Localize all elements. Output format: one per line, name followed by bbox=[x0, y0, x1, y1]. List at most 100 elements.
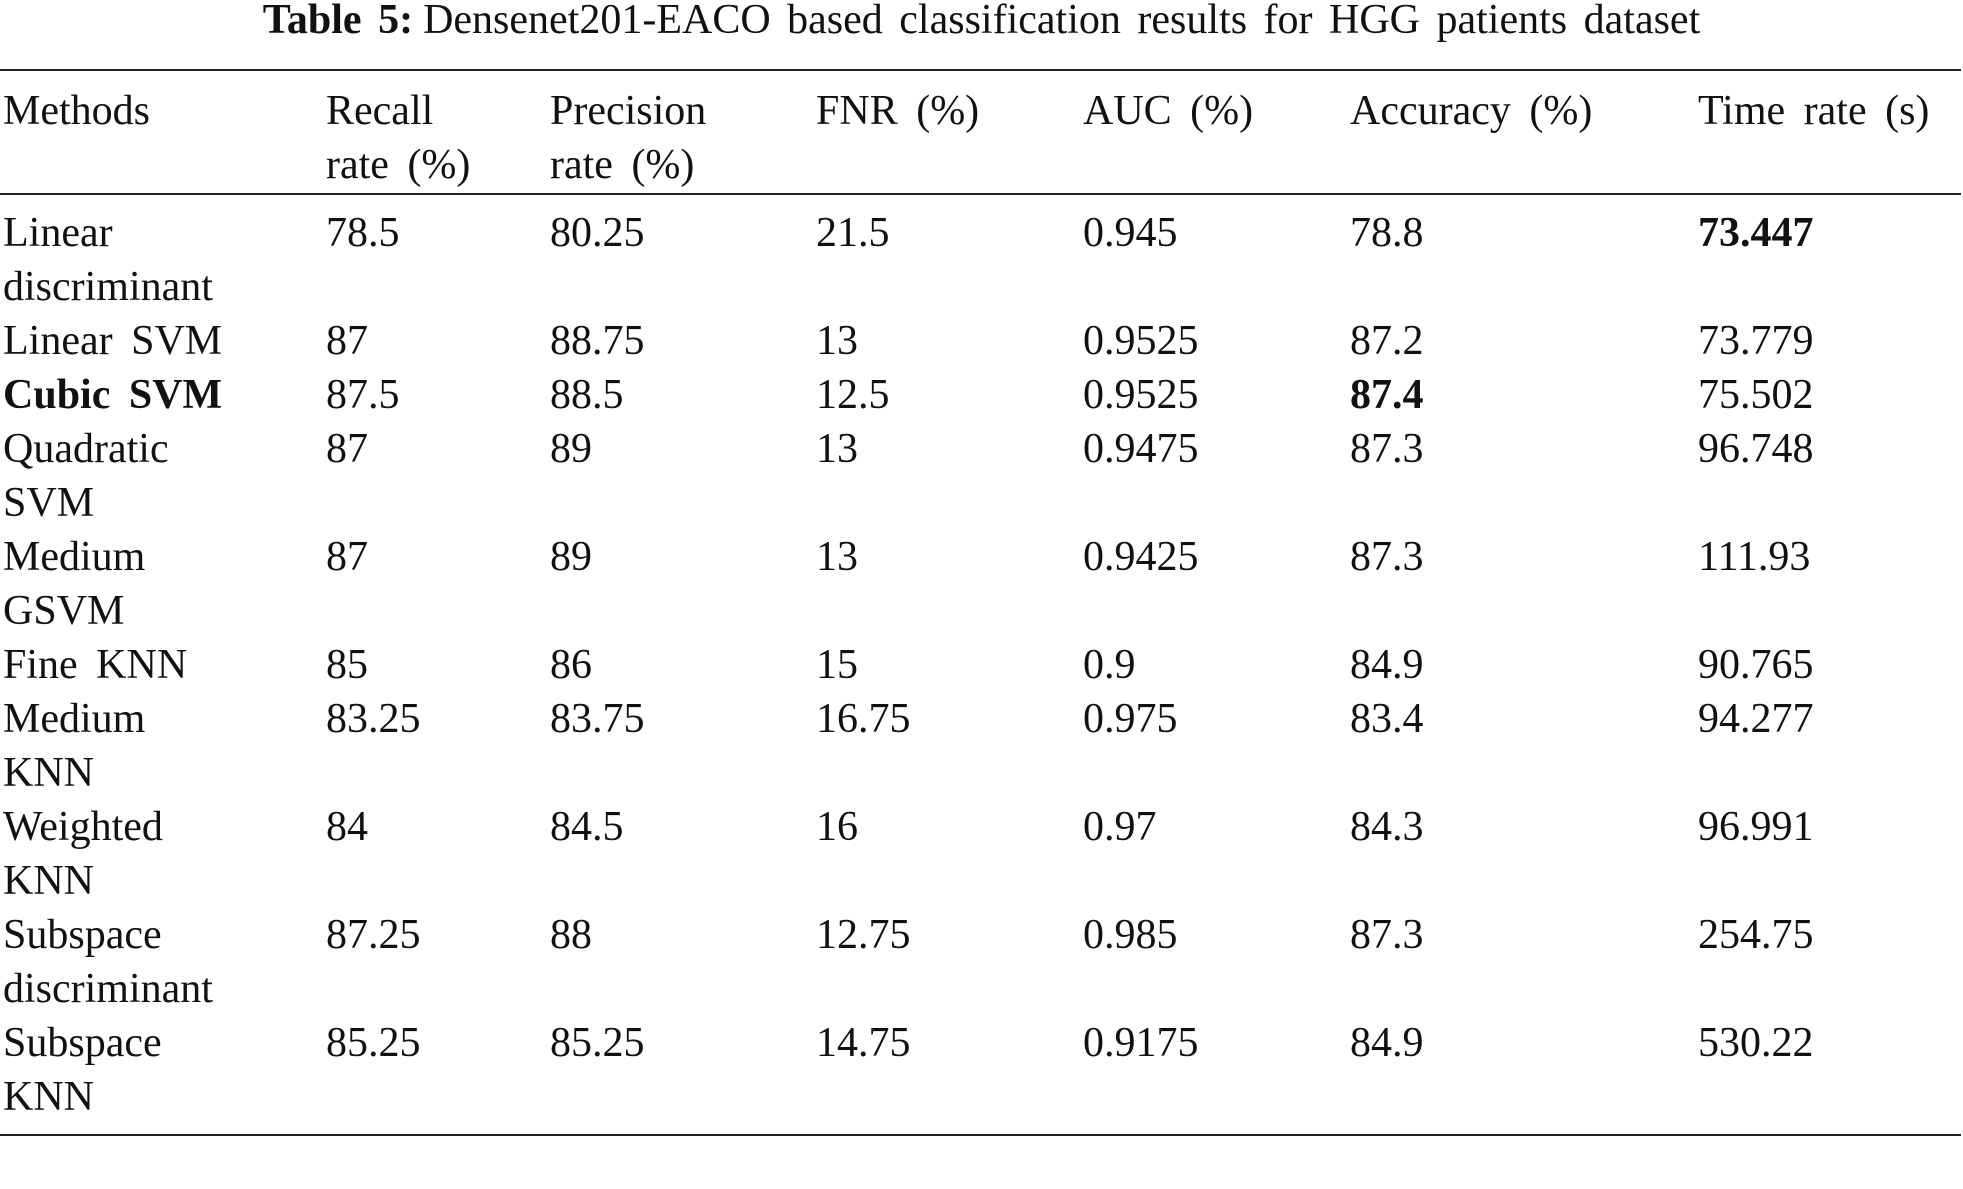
header-text: Recall rate (%) bbox=[326, 88, 471, 188]
caption-text: Densenet201-EACO based classification re… bbox=[423, 0, 1701, 43]
value-cell: 0.9425 bbox=[1083, 530, 1350, 638]
header-text: Precision rate (%) bbox=[550, 88, 707, 188]
cell-text: 84 bbox=[326, 804, 368, 850]
cell-text: 88.75 bbox=[550, 318, 645, 364]
cell-text: Medium GSVM bbox=[3, 534, 146, 634]
column-header: Accuracy (%) bbox=[1350, 70, 1698, 194]
cell-text: 13 bbox=[816, 534, 858, 580]
cell-text: 14.75 bbox=[816, 1020, 911, 1066]
cell-text: 254.75 bbox=[1698, 912, 1814, 958]
value-cell: 87 bbox=[326, 314, 550, 368]
method-cell: Medium GSVM bbox=[0, 530, 326, 638]
method-cell: Medium KNN bbox=[0, 692, 326, 800]
value-cell: 85 bbox=[326, 638, 550, 692]
value-cell: 89 bbox=[550, 530, 816, 638]
value-cell: 84.9 bbox=[1350, 638, 1698, 692]
header-text: AUC (%) bbox=[1083, 88, 1254, 134]
cell-text: 87.5 bbox=[326, 372, 400, 418]
value-cell: 87.5 bbox=[326, 368, 550, 422]
table-row: Subspace KNN 85.25 85.25 14.75 0.9175 84.9 530… bbox=[0, 1016, 1961, 1135]
cell-text: 96.748 bbox=[1698, 426, 1814, 472]
table-row: Quadratic SVM 87 89 13 0.9475 87.3 96.748 bbox=[0, 422, 1961, 530]
cell-text: Linear SVM bbox=[3, 318, 223, 364]
cell-text: 89 bbox=[550, 534, 592, 580]
value-cell: 87.2 bbox=[1350, 314, 1698, 368]
cell-text: 83.75 bbox=[550, 696, 645, 742]
value-cell: 13 bbox=[816, 422, 1083, 530]
value-cell: 0.9475 bbox=[1083, 422, 1350, 530]
value-cell: 13 bbox=[816, 530, 1083, 638]
cell-text: 0.9525 bbox=[1083, 372, 1199, 418]
value-cell: 73.447 bbox=[1698, 194, 1961, 314]
value-cell: 88 bbox=[550, 908, 816, 1016]
column-header: Precision rate (%) bbox=[550, 70, 816, 194]
value-cell: 15 bbox=[816, 638, 1083, 692]
value-cell: 84.5 bbox=[550, 800, 816, 908]
table-caption: Table 5: Densenet201-EACO based classific… bbox=[0, 0, 1963, 43]
cell-text: 78.5 bbox=[326, 210, 400, 256]
value-cell: 94.277 bbox=[1698, 692, 1961, 800]
table-row: Subspace discriminant 87.25 88 12.75 0.985 87… bbox=[0, 908, 1961, 1016]
cell-text: 0.97 bbox=[1083, 804, 1157, 850]
cell-text: Cubic SVM bbox=[3, 372, 223, 418]
cell-text: 75.502 bbox=[1698, 372, 1814, 418]
table-row: Medium KNN 83.25 83.75 16.75 0.975 83.4 94.277 bbox=[0, 692, 1961, 800]
cell-text: 96.991 bbox=[1698, 804, 1814, 850]
value-cell: 84.3 bbox=[1350, 800, 1698, 908]
cell-text: 89 bbox=[550, 426, 592, 472]
cell-text: Medium KNN bbox=[3, 696, 146, 796]
cell-text: Subspace KNN bbox=[3, 1020, 162, 1120]
value-cell: 73.779 bbox=[1698, 314, 1961, 368]
cell-text: 16 bbox=[816, 804, 858, 850]
cell-text: 85.25 bbox=[326, 1020, 421, 1066]
value-cell: 84.9 bbox=[1350, 1016, 1698, 1135]
value-cell: 12.75 bbox=[816, 908, 1083, 1016]
header-text: Accuracy (%) bbox=[1350, 88, 1593, 134]
results-table: Methods Recall rate (%) Precision rate (%)… bbox=[0, 69, 1961, 1136]
column-header: Methods bbox=[0, 70, 326, 194]
cell-text: 86 bbox=[550, 642, 592, 688]
value-cell: 84 bbox=[326, 800, 550, 908]
value-cell: 87.3 bbox=[1350, 530, 1698, 638]
cell-text: 0.9525 bbox=[1083, 318, 1199, 364]
value-cell: 85.25 bbox=[550, 1016, 816, 1135]
value-cell: 87.4 bbox=[1350, 368, 1698, 422]
value-cell: 0.985 bbox=[1083, 908, 1350, 1016]
column-header: FNR (%) bbox=[816, 70, 1083, 194]
cell-text: 85.25 bbox=[550, 1020, 645, 1066]
table-row: Fine KNN 85 86 15 0.9 84.9 90.765 bbox=[0, 638, 1961, 692]
cell-text: Linear discriminant bbox=[3, 210, 213, 310]
value-cell: 21.5 bbox=[816, 194, 1083, 314]
value-cell: 83.75 bbox=[550, 692, 816, 800]
value-cell: 86 bbox=[550, 638, 816, 692]
value-cell: 0.945 bbox=[1083, 194, 1350, 314]
cell-text: 0.9 bbox=[1083, 642, 1136, 688]
value-cell: 78.8 bbox=[1350, 194, 1698, 314]
value-cell: 14.75 bbox=[816, 1016, 1083, 1135]
column-header: AUC (%) bbox=[1083, 70, 1350, 194]
cell-text: 0.9175 bbox=[1083, 1020, 1199, 1066]
cell-text: 88 bbox=[550, 912, 592, 958]
caption-label: Table 5: bbox=[262, 0, 414, 43]
cell-text: 83.4 bbox=[1350, 696, 1424, 742]
method-cell: Subspace KNN bbox=[0, 1016, 326, 1135]
column-header: Time rate (s) bbox=[1698, 70, 1961, 194]
method-cell: Weighted KNN bbox=[0, 800, 326, 908]
cell-text: Fine KNN bbox=[3, 642, 188, 688]
cell-text: 80.25 bbox=[550, 210, 645, 256]
header-text: Time rate (s) bbox=[1698, 88, 1930, 134]
value-cell: 96.991 bbox=[1698, 800, 1961, 908]
cell-text: 12.5 bbox=[816, 372, 890, 418]
value-cell: 12.5 bbox=[816, 368, 1083, 422]
value-cell: 87.3 bbox=[1350, 422, 1698, 530]
table-body: Linear discriminant 78.5 80.25 21.5 0.945 78.… bbox=[0, 194, 1961, 1135]
value-cell: 254.75 bbox=[1698, 908, 1961, 1016]
value-cell: 78.5 bbox=[326, 194, 550, 314]
cell-text: Weighted KNN bbox=[3, 804, 163, 904]
cell-text: 87.3 bbox=[1350, 426, 1424, 472]
cell-text: 90.765 bbox=[1698, 642, 1814, 688]
value-cell: 88.75 bbox=[550, 314, 816, 368]
value-cell: 96.748 bbox=[1698, 422, 1961, 530]
cell-text: 87 bbox=[326, 318, 368, 364]
